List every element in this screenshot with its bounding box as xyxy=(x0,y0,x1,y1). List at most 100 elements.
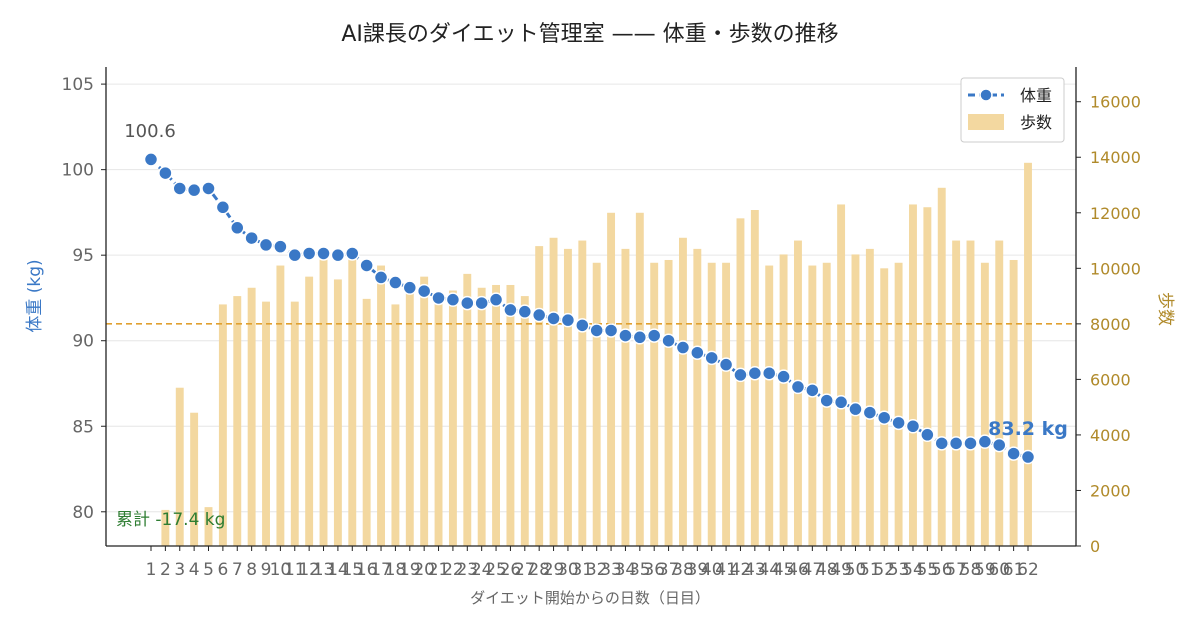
steps-bar xyxy=(290,301,299,546)
x-tick-label: 30 xyxy=(557,560,579,580)
weight-point xyxy=(848,401,863,417)
steps-bar xyxy=(923,207,932,546)
weight-point xyxy=(646,328,662,343)
x-tick-label: 6 xyxy=(217,560,228,580)
weight-point xyxy=(991,437,1007,453)
weight-point xyxy=(675,340,691,355)
x-tick-label: 39 xyxy=(687,560,709,580)
steps-bar xyxy=(678,237,687,546)
legend: 体重 歩数 xyxy=(960,77,1065,143)
steps-bar xyxy=(204,507,213,546)
right-tick-label: 16000 xyxy=(1090,93,1141,112)
steps-bar xyxy=(952,240,961,546)
x-tick-label: 32 xyxy=(586,560,608,580)
x-tick-label: 21 xyxy=(428,560,450,580)
steps-bar xyxy=(477,287,486,546)
steps-bar xyxy=(837,204,846,546)
steps-bar xyxy=(664,259,673,546)
steps-bar xyxy=(377,265,385,546)
legend-steps-label: 歩数 xyxy=(1020,113,1052,132)
right-tick-label: 4000 xyxy=(1090,426,1131,445)
right-tick-label: 0 xyxy=(1090,537,1100,556)
steps-bar xyxy=(937,187,946,546)
weight-point xyxy=(488,292,504,307)
weight-point xyxy=(905,419,921,434)
weight-point xyxy=(718,357,734,372)
steps-bar xyxy=(1024,162,1032,547)
x-axis-ticks: 1 2 3 4 5 6 7 8 91011121314151617181920212223242… xyxy=(146,546,1039,580)
weight-point xyxy=(833,395,849,410)
weight-point xyxy=(876,410,892,425)
steps-bar xyxy=(535,246,544,546)
steps-bars xyxy=(161,162,1032,547)
x-tick-label: 60 xyxy=(988,560,1010,580)
steps-bar xyxy=(765,265,774,546)
steps-bar xyxy=(851,254,860,546)
x-tick-label: 40 xyxy=(701,560,723,580)
right-tick-label: 12000 xyxy=(1090,204,1141,223)
steps-bar xyxy=(779,254,788,546)
x-tick-label: 10 xyxy=(270,560,292,580)
steps-bar xyxy=(520,296,529,546)
steps-bar xyxy=(448,290,457,546)
legend-weight-label: 体重 xyxy=(1020,86,1052,105)
x-tick-label: 57 xyxy=(945,560,967,580)
weight-point xyxy=(445,292,461,307)
x-tick-label: 19 xyxy=(399,560,421,580)
weight-point xyxy=(330,247,346,263)
steps-bar xyxy=(980,262,989,546)
left-tick-label: 95 xyxy=(72,246,94,266)
x-tick-label: 50 xyxy=(845,560,867,580)
steps-bar xyxy=(506,284,515,546)
x-tick-label: 23 xyxy=(456,560,478,580)
right-tick-label: 10000 xyxy=(1090,259,1141,278)
weight-point xyxy=(301,246,317,261)
weight-point xyxy=(244,230,259,246)
x-tick-label: 3 xyxy=(174,560,185,580)
x-axis-label: ダイエット開始からの日数（日目） xyxy=(470,589,710,607)
x-tick-label: 8 xyxy=(246,560,257,580)
x-tick-label: 42 xyxy=(730,560,752,580)
left-axis-label: 体重 (kg) xyxy=(25,259,45,332)
chart-title: AI課長のダイエット管理室 —— 体重・歩数の推移 xyxy=(341,22,838,47)
steps-bar xyxy=(276,265,285,546)
x-tick-label: 11 xyxy=(284,560,306,580)
x-tick-label: 22 xyxy=(442,560,464,580)
weight-point xyxy=(388,275,403,290)
weight-point xyxy=(934,436,949,451)
weight-point xyxy=(215,200,231,215)
x-tick-label: 31 xyxy=(571,560,593,580)
steps-bar xyxy=(894,262,903,546)
end-weight-label: 83.2 kg xyxy=(988,418,1068,440)
weight-points xyxy=(143,152,1036,465)
steps-bar xyxy=(262,301,270,546)
steps-bar xyxy=(305,276,314,546)
left-axis-ticks: 80 85 90 95 100 105 xyxy=(62,75,106,523)
steps-bar xyxy=(635,212,644,547)
weight-point xyxy=(704,350,719,366)
steps-bar xyxy=(161,509,170,546)
steps-bar xyxy=(233,296,242,546)
left-tick-label: 100 xyxy=(62,161,94,181)
weight-point xyxy=(287,247,303,263)
steps-bar xyxy=(966,240,975,546)
x-tick-label: 49 xyxy=(830,560,852,580)
x-tick-label: 33 xyxy=(600,560,622,580)
steps-bar xyxy=(348,254,357,546)
right-axis-ticks: 0 2000 4000 6000 8000 10000 12000 14000 16000 xyxy=(1076,93,1141,556)
steps-bar xyxy=(175,387,184,546)
steps-bar xyxy=(650,262,659,546)
x-tick-label: 51 xyxy=(859,560,881,580)
x-tick-label: 59 xyxy=(974,560,996,580)
weight-point xyxy=(819,393,834,408)
x-tick-label: 28 xyxy=(528,560,550,580)
right-tick-label: 6000 xyxy=(1090,370,1131,389)
weight-point xyxy=(258,237,274,253)
x-tick-label: 55 xyxy=(917,560,939,580)
weight-point xyxy=(460,295,475,311)
x-tick-label: 38 xyxy=(672,560,694,580)
weight-point xyxy=(316,246,331,261)
x-tick-label: 43 xyxy=(744,560,766,580)
weight-point xyxy=(805,383,820,398)
